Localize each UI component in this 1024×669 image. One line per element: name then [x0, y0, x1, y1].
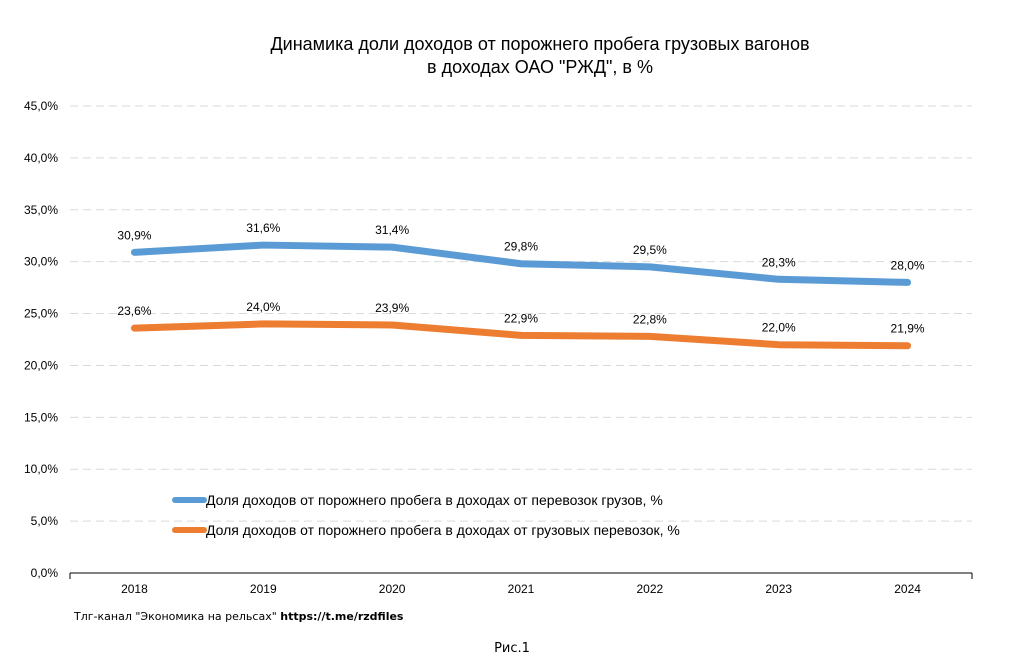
data-label: 29,5% — [633, 243, 667, 257]
legend-label-2: Доля доходов от порожнего пробега в дохо… — [206, 522, 680, 538]
data-label: 22,8% — [633, 312, 667, 326]
x-tick-label: 2022 — [637, 582, 664, 596]
data-label: 28,3% — [762, 255, 796, 269]
data-label: 29,8% — [504, 240, 538, 254]
x-tick-label: 2019 — [250, 582, 277, 596]
legend: Доля доходов от порожнего пробега в дохо… — [172, 492, 680, 538]
x-tick-label: 2018 — [121, 582, 148, 596]
y-tick-label: 10,0% — [24, 462, 58, 476]
data-label: 22,9% — [504, 311, 538, 325]
y-tick-label: 0,0% — [31, 566, 59, 580]
x-tick-label: 2024 — [894, 582, 921, 596]
y-tick-label: 35,0% — [24, 203, 58, 217]
y-tick-label: 25,0% — [24, 307, 58, 321]
y-tick-label: 40,0% — [24, 151, 58, 165]
y-tick-label: 30,0% — [24, 255, 58, 269]
figure-label: Рис.1 — [494, 641, 530, 656]
chart-title: Динамика доли доходов от порожнего пробе… — [270, 34, 809, 77]
x-tick-label: 2021 — [508, 582, 535, 596]
data-label: 23,6% — [117, 304, 151, 318]
source-prefix: Тлг-канал "Экономика на рельсах" — [74, 610, 281, 623]
y-tick-label: 45,0% — [24, 99, 58, 113]
gridlines — [69, 105, 973, 579]
source-link[interactable]: https://t.me/rzdfiles — [280, 610, 404, 623]
data-label: 23,9% — [375, 301, 409, 315]
data-label: 21,9% — [891, 322, 925, 336]
y-tick-label: 20,0% — [24, 358, 58, 372]
data-label: 31,4% — [375, 223, 409, 237]
data-label: 31,6% — [246, 221, 280, 235]
chart-title-line-1: Динамика доли доходов от порожнего пробе… — [270, 34, 809, 54]
legend-label-1: Доля доходов от порожнего пробега в дохо… — [206, 492, 663, 508]
y-tick-label: 5,0% — [31, 514, 59, 528]
series-line-1 — [130, 241, 912, 286]
data-label: 24,0% — [246, 300, 280, 314]
x-tick-label: 2023 — [765, 582, 792, 596]
x-tick-label: 2020 — [379, 582, 406, 596]
y-axis-ticks: 0,0% 5,0% 10,0% 15,0% 20,0% 25,0% 30,0% 35,0% 40… — [24, 99, 58, 580]
y-tick-label: 15,0% — [24, 410, 58, 424]
data-label: 22,0% — [762, 321, 796, 335]
chart-title-line-2: в доходах ОАО "РЖД", в % — [427, 57, 653, 77]
data-label: 28,0% — [891, 258, 925, 272]
data-labels: 30,9% 31,6% 31,4% 29,8% 29,5% 28,3% 28,0% 23,6%… — [117, 221, 924, 336]
series — [130, 241, 912, 350]
series-line-2 — [130, 320, 912, 350]
x-axis-ticks: 2018 2019 2020 2021 2022 2023 2024 — [121, 582, 921, 596]
source-caption: Тлг-канал "Экономика на рельсах" https:/… — [74, 610, 403, 623]
data-label: 30,9% — [117, 228, 151, 242]
